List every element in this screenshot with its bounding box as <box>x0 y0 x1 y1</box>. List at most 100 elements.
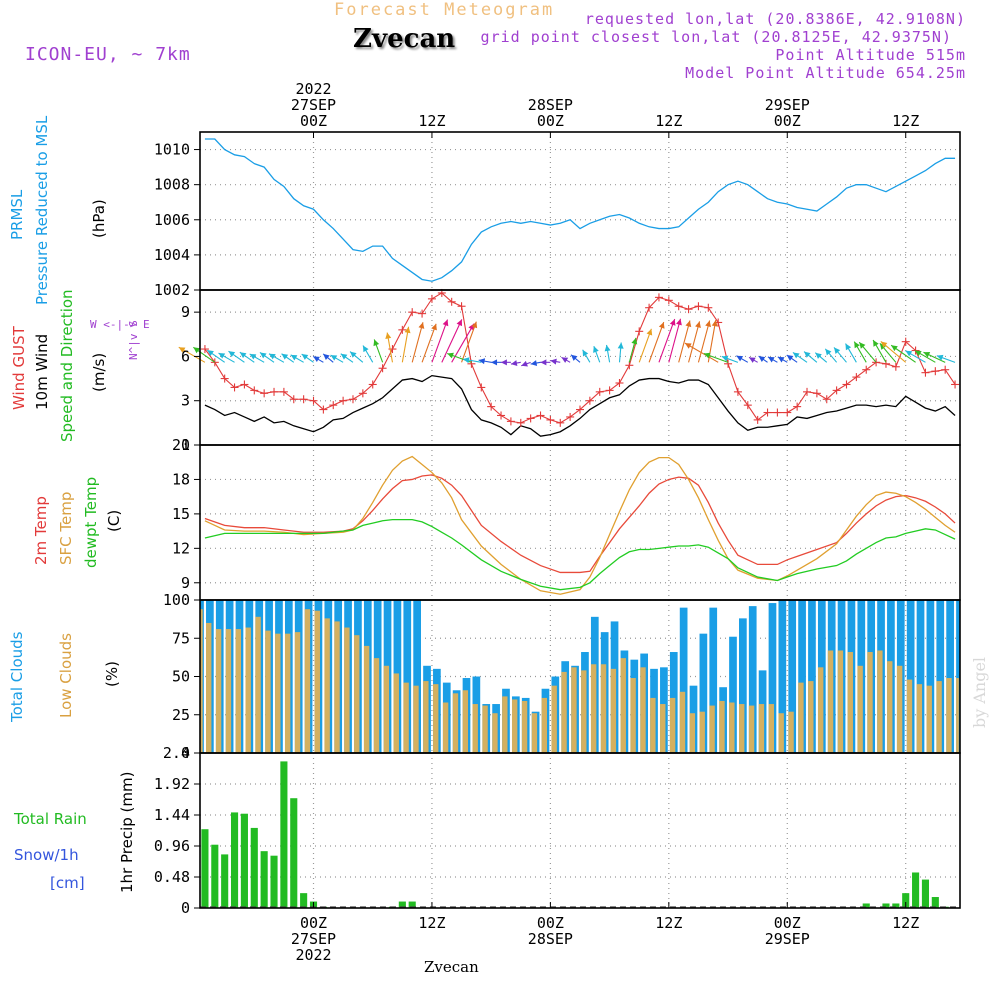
total-cloud-bar <box>413 600 421 753</box>
panel-frame <box>199 752 961 909</box>
total-cloud-bar <box>739 618 747 753</box>
low-cloud-bar <box>472 704 478 753</box>
wind-arrow-head <box>447 352 454 359</box>
total-cloud-bar <box>729 636 737 753</box>
wind-arrow-head <box>404 326 411 334</box>
low-cloud-bar <box>837 650 844 753</box>
rain-bar <box>882 903 890 908</box>
y-tick-label: 2.4 <box>163 744 190 762</box>
footer-location: Zvecan <box>424 958 479 976</box>
wind-arrow-head <box>854 341 860 349</box>
frame-layer <box>194 131 961 909</box>
wind-arrow-head <box>873 340 879 347</box>
total-cloud-bar <box>926 600 935 753</box>
wind-10m-line <box>204 374 956 437</box>
low-cloud-bar <box>590 664 597 753</box>
low-cloud-bar <box>284 633 291 753</box>
wind-arrow-head <box>880 341 888 348</box>
wind-arrow-head <box>259 352 267 359</box>
sfc-temp-line <box>204 455 956 595</box>
rain-bar <box>921 879 930 908</box>
low-cloud-bar <box>561 671 567 753</box>
low-cloud-bar <box>200 609 203 753</box>
y-tick-label: 0.48 <box>154 868 190 886</box>
rain-bar <box>201 829 209 908</box>
low-cloud-bar <box>541 697 547 753</box>
wind-direction-arrow <box>688 321 701 363</box>
wind-direction-arrow <box>431 319 449 363</box>
low-cloud-bar <box>235 629 242 753</box>
wind-arrow-head <box>363 345 369 353</box>
wind-arrow-head <box>228 351 236 358</box>
y-tick-label: 0 <box>181 744 190 762</box>
wind-arrow-head <box>914 350 922 357</box>
total-cloud-bar <box>778 600 787 753</box>
low-cloud-bar <box>748 705 755 753</box>
y-tick-label: 6 <box>181 347 190 365</box>
low-cloud-bar <box>887 661 893 753</box>
wind-arrow-head <box>540 359 547 366</box>
total-cloud-bar <box>946 600 954 753</box>
wind-arrow-head <box>676 318 682 326</box>
low-cloud-bar <box>304 609 311 753</box>
y-tick-label: 1008 <box>154 176 190 194</box>
total-cloud-bar <box>709 607 718 753</box>
wind-arrow-head <box>510 360 518 366</box>
low-cloud-bar <box>729 702 735 753</box>
wind-direction-arrow <box>461 321 477 363</box>
rain-bar <box>260 851 268 908</box>
wind-arrow-head <box>631 337 638 345</box>
model-label: ICON-EU, ~ 7km <box>25 44 191 65</box>
wind-arrow-head <box>658 322 665 329</box>
low-cloud-bar <box>413 685 419 753</box>
top-time-label: 29SEP <box>765 96 810 114</box>
wind-arrow-head <box>385 332 392 339</box>
wind-arrow-head <box>786 355 794 361</box>
wind-direction-arrow <box>411 322 424 363</box>
low-cloud-bar <box>906 679 913 753</box>
rain-bar <box>270 855 278 908</box>
y-tick-label: 3 <box>181 392 190 410</box>
wind-arrow-head <box>792 352 800 359</box>
low-cloud-bar <box>798 682 804 753</box>
wind-arrow-head <box>705 320 711 328</box>
low-cloud-bar <box>610 668 617 753</box>
y-tick-label: 1.44 <box>154 806 190 824</box>
wind-arrow-head <box>442 319 449 327</box>
low-cloud-bar <box>817 667 824 753</box>
wind-arrow-head <box>825 348 832 356</box>
low-cloud-bar <box>946 678 952 753</box>
temp-2m-line <box>204 474 956 574</box>
rain-bar <box>290 798 298 908</box>
low-cloud-bar <box>423 681 429 753</box>
wind-arrow-head <box>218 353 226 359</box>
wind-arrow-head <box>767 356 775 363</box>
low-cloud-bar <box>630 678 636 753</box>
low-cloud-bar <box>245 627 251 753</box>
low-cloud-bar <box>916 684 923 753</box>
panel-frame <box>199 289 961 446</box>
low-cloud-bar <box>758 704 765 753</box>
low-cloud-bar <box>699 711 705 753</box>
y-tick-label: 0.96 <box>154 837 190 855</box>
low-cloud-bar <box>571 667 577 753</box>
rain-bar <box>931 897 939 908</box>
bottom-time-label: 00Z <box>774 914 801 932</box>
wind-arrow-head <box>550 358 557 365</box>
y-tick-label: 100 <box>163 591 190 609</box>
location-title: Zvecan <box>353 24 456 54</box>
wind-arrow-head <box>281 353 289 360</box>
wind-arrow-head <box>178 347 186 353</box>
wind-arrow-head <box>923 352 931 358</box>
wind-arrow-head <box>418 322 425 329</box>
wind-arrow-head <box>478 358 486 365</box>
top-time-label: 27SEP <box>291 96 336 114</box>
low-cloud-bar <box>867 652 873 753</box>
low-cloud-bar <box>827 650 834 753</box>
low-cloud-bar <box>206 622 212 753</box>
wind-arrow-head <box>340 353 348 360</box>
low-cloud-bar <box>739 704 745 753</box>
wind-arrow-head <box>684 343 692 349</box>
low-cloud-bar <box>788 711 794 753</box>
wind-arrow-head <box>833 347 841 354</box>
